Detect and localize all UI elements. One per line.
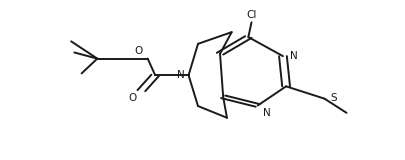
Text: N: N	[290, 51, 297, 60]
Text: O: O	[128, 92, 136, 103]
Text: N: N	[263, 108, 271, 118]
Text: N: N	[177, 70, 184, 80]
Text: S: S	[329, 93, 336, 103]
Text: O: O	[134, 46, 143, 56]
Text: Cl: Cl	[246, 10, 256, 20]
